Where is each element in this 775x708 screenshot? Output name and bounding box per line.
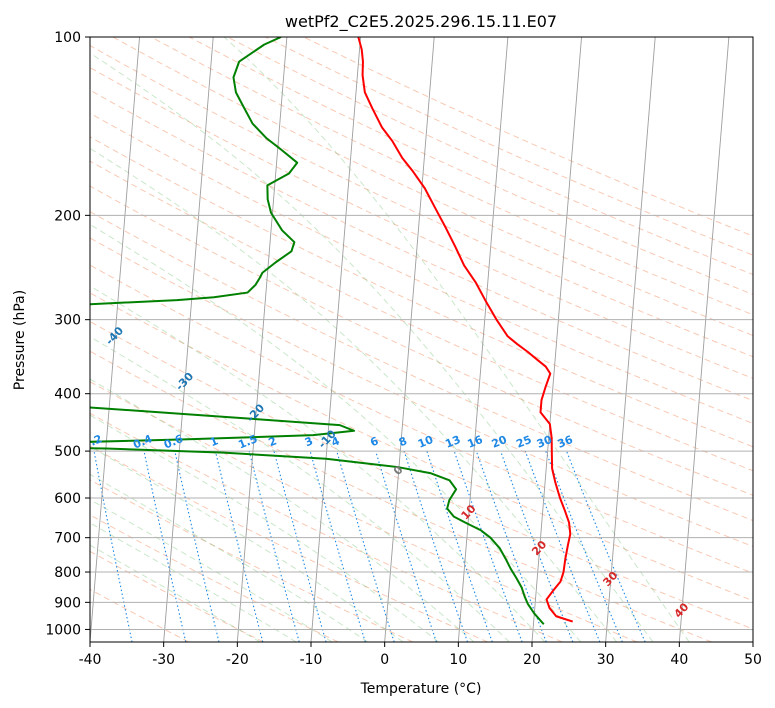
dry-adiabat bbox=[90, 237, 753, 548]
mixing-ratio-label: 8 bbox=[397, 434, 409, 449]
moist-adiabat bbox=[90, 544, 261, 642]
dry-adiabat bbox=[90, 445, 488, 642]
mixing-ratio-line bbox=[403, 450, 469, 642]
mixing-ratio-line bbox=[475, 450, 547, 642]
dry-adiabat bbox=[90, 321, 753, 630]
moist-adiabat bbox=[90, 445, 404, 642]
axes: -40 -30 -20 -10 0 10 20 30 40 50 100 200 300 400 500 60… bbox=[45, 30, 762, 668]
moist-adiabat bbox=[90, 378, 475, 642]
dry-adiabat bbox=[90, 160, 753, 472]
x-tick-label: -10 bbox=[300, 652, 323, 668]
x-tick-label: 40 bbox=[670, 652, 688, 668]
x-tick-label: 10 bbox=[449, 652, 467, 668]
y-tick-label: 500 bbox=[54, 444, 81, 460]
moist-adiabat bbox=[90, 414, 439, 642]
mixing-ratio-line bbox=[93, 450, 133, 642]
mixing-ratio-line bbox=[174, 450, 220, 642]
isotherm bbox=[90, 37, 140, 642]
dry-adiabat bbox=[90, 550, 264, 642]
dry-adiabat bbox=[90, 112, 753, 424]
x-tick-label: 30 bbox=[597, 652, 615, 668]
dry-adiabat bbox=[90, 514, 339, 642]
isotherm bbox=[605, 37, 656, 642]
mixing-ratio-label: 2 bbox=[267, 434, 279, 449]
mixing-ratio-line bbox=[375, 450, 437, 642]
isotherm bbox=[310, 37, 361, 642]
moist-adiabat bbox=[90, 52, 654, 642]
moist-adiabat bbox=[223, 37, 690, 642]
y-tick-label: 200 bbox=[54, 208, 81, 224]
mixing-ratio-label: 3 bbox=[303, 434, 315, 449]
mixing-ratio-line bbox=[143, 450, 187, 642]
dry-adiabat bbox=[90, 44, 753, 358]
plot-area: -100-90-80-70-60-50-40-30-20-10010203040… bbox=[90, 37, 753, 642]
y-tick-label: 800 bbox=[54, 565, 81, 581]
mixing-ratio-line bbox=[248, 450, 300, 642]
moist-adiabat bbox=[90, 522, 297, 642]
chart-title: wetPf2_C2E5.2025.296.15.11.E07 bbox=[285, 12, 557, 32]
x-tick-label: -30 bbox=[152, 652, 175, 668]
y-tick-label: 700 bbox=[54, 531, 81, 547]
moist-adiabat bbox=[90, 498, 333, 642]
y-tick-label: 400 bbox=[54, 387, 81, 403]
dry-adiabat bbox=[90, 89, 753, 402]
y-tick-label: 900 bbox=[54, 595, 81, 611]
isotherm bbox=[678, 37, 730, 642]
temperature-line bbox=[357, 37, 574, 623]
plot-frame bbox=[89, 36, 754, 643]
dry-adiabat bbox=[90, 292, 753, 602]
y-tick-label: 100 bbox=[54, 30, 81, 46]
x-tick-label: -20 bbox=[226, 652, 249, 668]
mixing-ratio-label: 13 bbox=[443, 433, 462, 451]
mixing-ratio-label: 10 bbox=[416, 433, 435, 451]
isotherm bbox=[457, 37, 509, 642]
mixing-ratio-line bbox=[309, 450, 366, 642]
mixing-ratio-label: 1 bbox=[208, 434, 220, 449]
isotherm bbox=[163, 37, 214, 642]
moist-adiabat bbox=[90, 285, 546, 642]
y-tick-label: 300 bbox=[54, 313, 81, 329]
y-axis-label: Pressure (hPa) bbox=[12, 290, 28, 390]
moist-adiabat bbox=[90, 336, 510, 642]
mixing-ratio-line bbox=[545, 450, 623, 642]
mixing-ratio-label: 25 bbox=[514, 433, 533, 451]
mixing-ratio-label: 30 bbox=[535, 433, 554, 451]
dry-adiabat bbox=[90, 350, 712, 642]
x-tick-label: 50 bbox=[744, 652, 762, 668]
mixing-ratio-line bbox=[524, 450, 601, 642]
mixing-ratio-line bbox=[273, 450, 327, 642]
mixing-ratio-label: 16 bbox=[465, 433, 484, 451]
mixing-ratio-label: 20 bbox=[490, 433, 509, 451]
x-axis-label: Temperature (°C) bbox=[360, 681, 482, 697]
dry-adiabat bbox=[188, 37, 753, 295]
isotherm bbox=[236, 37, 288, 642]
dewpoint-line bbox=[90, 37, 545, 625]
dry-adiabat bbox=[112, 37, 753, 337]
mixing-ratio-line bbox=[426, 450, 493, 642]
x-tick-label: 0 bbox=[380, 652, 389, 668]
isotherm bbox=[531, 37, 582, 642]
dry-adiabat bbox=[90, 185, 753, 496]
isotherm bbox=[384, 37, 435, 642]
mixing-ratio-line bbox=[453, 450, 523, 642]
mixing-ratio-label: 36 bbox=[556, 433, 575, 451]
x-tick-label: -40 bbox=[79, 652, 102, 668]
y-tick-label: 1000 bbox=[45, 622, 81, 638]
mixing-ratio-line bbox=[214, 450, 264, 642]
dry-adiabat bbox=[90, 412, 563, 642]
x-tick-label: 20 bbox=[523, 652, 541, 668]
dry-adiabat bbox=[90, 211, 753, 522]
y-tick-label: 600 bbox=[54, 491, 81, 507]
